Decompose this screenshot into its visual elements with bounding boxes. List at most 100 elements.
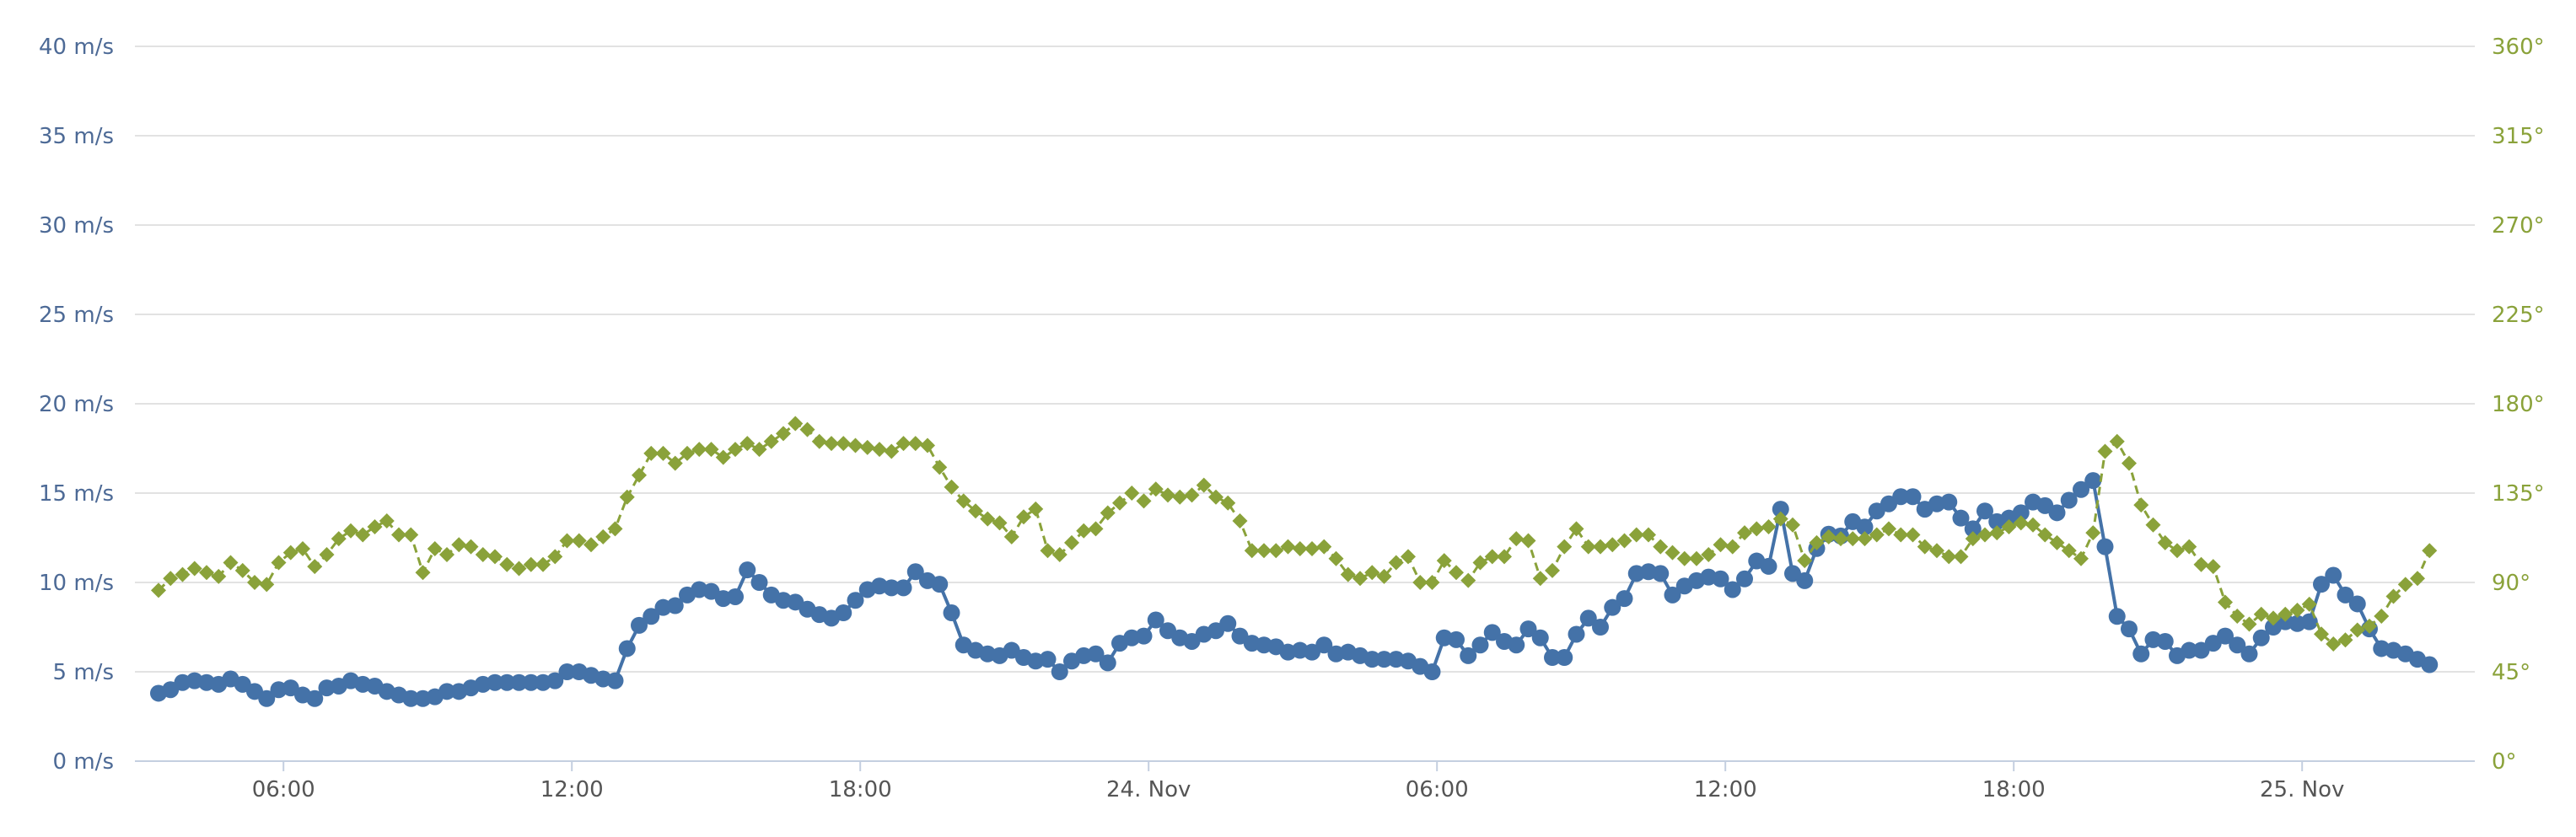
y-left-tick-label: 20 m/s bbox=[39, 392, 114, 417]
wind-direction-point bbox=[1532, 571, 1548, 587]
wind-direction-point bbox=[2049, 534, 2065, 550]
wind-speed-point bbox=[666, 597, 684, 614]
wind-speed-point bbox=[522, 673, 540, 691]
wind-direction-point bbox=[1220, 495, 1236, 511]
wind-speed-point bbox=[931, 576, 949, 593]
wind-speed-point bbox=[1423, 663, 1441, 680]
y-right-tick-label: 225° bbox=[2492, 303, 2545, 328]
wind-speed-point bbox=[1772, 501, 1789, 518]
wind-direction-point bbox=[776, 426, 791, 442]
wind-direction-point bbox=[1460, 572, 1476, 588]
wind-direction-point bbox=[439, 547, 454, 563]
wind-direction-point bbox=[1328, 550, 1344, 566]
wind-direction-point bbox=[151, 582, 166, 598]
wind-speed-point bbox=[1087, 645, 1105, 663]
wind-speed-point bbox=[498, 673, 516, 691]
wind-direction-point bbox=[607, 521, 623, 537]
x-tick-label: 18:00 bbox=[1982, 777, 2046, 802]
wind-direction-point bbox=[1653, 539, 1669, 555]
wind-direction-point bbox=[691, 442, 707, 458]
wind-direction-point bbox=[788, 416, 804, 432]
wind-direction-point bbox=[163, 571, 179, 587]
wind-speed-point bbox=[306, 689, 324, 707]
wind-speed-point bbox=[1519, 620, 1537, 638]
wind-speed-point bbox=[2012, 504, 2030, 522]
wind-direction-point bbox=[463, 539, 479, 555]
wind-direction-point bbox=[1100, 505, 1116, 521]
wind-direction-point bbox=[1088, 521, 1104, 537]
wind-speed-point bbox=[1964, 520, 1982, 538]
wind-direction-point bbox=[451, 537, 467, 553]
wind-speed-point bbox=[906, 563, 924, 581]
wind-direction-point bbox=[1820, 528, 1837, 545]
wind-speed-point bbox=[1051, 663, 1068, 680]
wind-direction-point bbox=[1893, 527, 1909, 543]
x-tick-label: 25. Nov bbox=[2260, 777, 2344, 802]
wind-direction-point bbox=[2397, 577, 2413, 593]
wind-direction-point bbox=[2362, 618, 2377, 634]
wind-speed-point bbox=[750, 574, 768, 591]
wind-direction-point bbox=[2181, 539, 2197, 555]
wind-direction-point bbox=[1989, 525, 2005, 541]
wind-direction-point bbox=[859, 439, 875, 455]
wind-direction-point bbox=[2122, 455, 2137, 471]
wind-direction-point bbox=[295, 540, 310, 556]
wind-direction-point bbox=[282, 545, 298, 561]
wind-speed-point bbox=[2108, 608, 2126, 625]
wind-direction-point bbox=[1965, 531, 1981, 547]
wind-speed-point bbox=[2096, 538, 2114, 555]
wind-direction-point bbox=[728, 442, 743, 458]
wind-speed-point bbox=[487, 673, 503, 691]
wind-direction-point bbox=[1508, 531, 1525, 547]
wind-direction-point bbox=[655, 445, 671, 461]
wind-speed-point bbox=[2348, 595, 2366, 613]
wind-direction-point bbox=[1484, 549, 1500, 565]
y-right-tick-label: 315° bbox=[2492, 124, 2545, 149]
y-left-tick-label: 15 m/s bbox=[39, 481, 114, 507]
wind-direction-point bbox=[799, 421, 815, 437]
wind-direction-point bbox=[199, 565, 214, 581]
wind-direction-point bbox=[715, 449, 731, 465]
wind-speed-point bbox=[558, 663, 576, 680]
wind-speed-point bbox=[2337, 586, 2354, 604]
wind-direction-point bbox=[331, 531, 347, 547]
y-right-tick-label: 270° bbox=[2492, 213, 2545, 239]
wind-direction-point bbox=[836, 436, 852, 452]
wind-speed-point bbox=[1796, 571, 1814, 589]
wind-direction-point bbox=[475, 547, 491, 563]
wind-speed-point bbox=[1039, 651, 1057, 668]
wind-direction-point bbox=[667, 455, 683, 471]
wind-direction-point bbox=[1785, 517, 1800, 533]
wind-speed-line bbox=[158, 477, 2431, 701]
wind-direction-point bbox=[271, 555, 287, 571]
wind-direction-point bbox=[1064, 534, 1079, 550]
y-left-tick-label: 40 m/s bbox=[39, 35, 114, 60]
wind-direction-point bbox=[1953, 549, 1969, 565]
wind-direction-point bbox=[992, 515, 1008, 531]
wind-direction-point bbox=[1772, 511, 1788, 527]
wind-direction-point bbox=[1003, 528, 1019, 545]
y-right-tick-label: 180° bbox=[2492, 392, 2545, 417]
wind-speed-point bbox=[2229, 636, 2246, 654]
wind-direction-point bbox=[2337, 632, 2353, 648]
wind-direction-point bbox=[824, 436, 839, 452]
wind-direction-point bbox=[1028, 501, 1044, 517]
wind-direction-point bbox=[391, 527, 406, 543]
wind-direction-point bbox=[2097, 443, 2113, 459]
wind-speed-point bbox=[1664, 586, 1681, 604]
wind-direction-point bbox=[1689, 550, 1704, 566]
wind-direction-point bbox=[2301, 596, 2317, 612]
wind-direction-point bbox=[1545, 562, 1560, 578]
wind-speed-point bbox=[510, 673, 528, 691]
wind-speed-point bbox=[2132, 645, 2150, 663]
y-left-tick-label: 35 m/s bbox=[39, 124, 114, 149]
wind-direction-point bbox=[1388, 555, 1404, 571]
wind-direction-point bbox=[2037, 527, 2053, 543]
wind-direction-point bbox=[1701, 547, 1717, 563]
wind-direction-point bbox=[1376, 568, 1392, 584]
y-left-tick-label: 25 m/s bbox=[39, 303, 114, 328]
wind-speed-point bbox=[643, 608, 660, 625]
wind-direction-point bbox=[487, 549, 503, 565]
wind-direction-point bbox=[2314, 626, 2329, 642]
